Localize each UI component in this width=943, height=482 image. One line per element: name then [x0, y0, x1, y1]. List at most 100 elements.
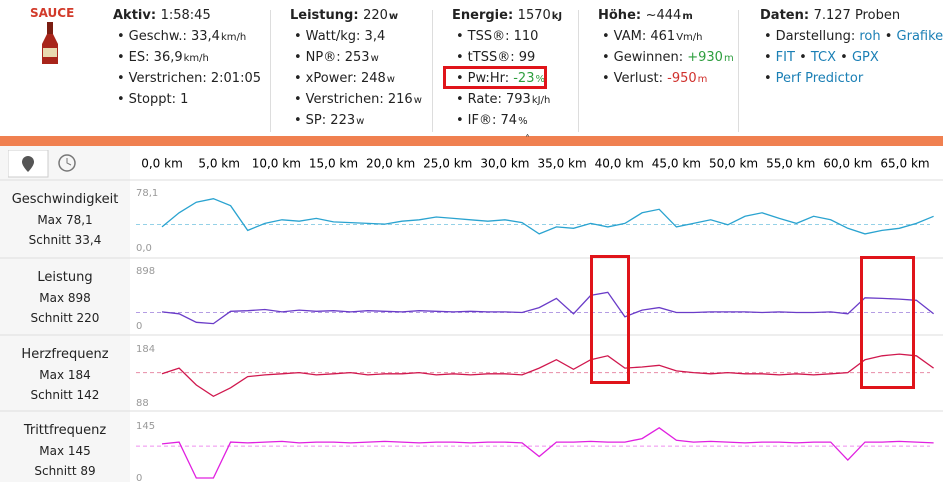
tabs — [8, 150, 76, 178]
stat-item: Geschw.: 33,4km/h — [113, 29, 261, 50]
row-name: Herzfrequenz — [21, 347, 109, 362]
item-label: xPower: — [305, 71, 357, 86]
stat-item: Verstrichen: 2:01:05 — [113, 71, 261, 92]
link[interactable]: roh — [859, 29, 881, 44]
x-tick-label: 40,0 km — [595, 157, 644, 171]
item-value: 110 — [513, 29, 539, 44]
item-value: 36,9 — [153, 50, 183, 65]
trace-line — [161, 353, 934, 398]
stat-title: Energie: 1570kJ — [452, 8, 562, 25]
y-tick-label: 88 — [136, 398, 149, 409]
stat-unit: m — [682, 11, 693, 22]
item-value: 253 — [344, 50, 370, 65]
item-unit: Vm/h — [676, 32, 703, 43]
stat-title: Leistung: 220w — [290, 8, 422, 25]
item-label: Gewinnen: — [613, 50, 684, 65]
stat-item: Rate: 793kJ/h — [452, 92, 562, 113]
item-value: 793 — [506, 92, 531, 107]
row-name: Geschwindigkeit — [11, 192, 119, 207]
y-tick-label: 0 — [136, 473, 142, 482]
item-unit: w — [356, 116, 365, 127]
x-tick-label: 60,0 km — [823, 157, 872, 171]
stat-item: TSS®: 110 — [452, 29, 562, 50]
item-unit: m — [723, 53, 734, 64]
link[interactable]: FIT — [775, 50, 795, 65]
row-label: Trittfrequenz Max 145 Schnitt 89 — [0, 421, 130, 481]
item-unit: kJ/h — [531, 95, 551, 106]
stat-title: Höhe: ~444m — [598, 8, 734, 25]
item-value: +930 — [687, 50, 723, 65]
item-value: 1 — [180, 92, 189, 107]
data-title: Daten: — [760, 8, 810, 23]
stat-column: Energie: 1570kJTSS®: 110tTSS®: 99Pw:Hr: … — [452, 8, 562, 134]
row-label: Leistung Max 898 Schnitt 220 — [0, 268, 130, 328]
x-tick-label: 55,0 km — [766, 157, 815, 171]
stat-value: ~444 — [645, 8, 682, 23]
item-value: 223 — [330, 113, 356, 128]
collapse-arrow[interactable]: ˄ — [525, 134, 530, 145]
data-column: Daten: 7.127 Proben Darstellung: roh • G… — [760, 8, 943, 92]
divider[interactable] — [0, 136, 943, 146]
item-value: 33,4 — [191, 29, 220, 44]
x-tick-label: 0,0 km — [141, 157, 183, 171]
stat-unit: w — [388, 11, 399, 22]
data-value: 7.127 Proben — [813, 8, 901, 23]
row-avg: Schnitt 142 — [30, 388, 100, 402]
item-value: 216 — [387, 92, 413, 107]
x-tick-label: 10,0 km — [252, 157, 301, 171]
item-label: Verstrichen: — [305, 92, 384, 107]
item-value: 461 — [650, 29, 676, 44]
stat-item: Verlust: -950m — [598, 71, 734, 92]
x-tick-label: 45,0 km — [652, 157, 701, 171]
link[interactable]: TCX — [810, 50, 837, 65]
x-tick-label: 5,0 km — [198, 157, 240, 171]
stat-item: tTSS®: 99 — [452, 50, 562, 71]
item-label: Stoppt: — [128, 92, 176, 107]
item-label: tTSS®: — [467, 50, 515, 65]
display-label: Darstellung: — [775, 29, 856, 44]
stat-item: ES: 36,9km/h — [113, 50, 261, 71]
item-value: -23 — [513, 71, 535, 86]
item-unit: km/h — [220, 32, 247, 43]
y-tick-label: 184 — [136, 344, 155, 355]
item-unit: % — [535, 74, 545, 85]
tab-time[interactable] — [58, 154, 76, 172]
stat-label: Leistung: — [290, 8, 359, 23]
item-label: ES: — [128, 50, 150, 65]
x-tick-label: 15,0 km — [309, 157, 358, 171]
row-avg: Schnitt 220 — [30, 311, 100, 325]
stat-label: Aktiv: — [113, 8, 157, 23]
stat-item: Watt/kg: 3,4 — [290, 29, 422, 50]
link[interactable]: GPX — [851, 50, 879, 65]
stat-title: Aktiv: 1:58:45 — [113, 8, 261, 25]
row-avg: Schnitt 33,4 — [28, 233, 102, 247]
y-tick-label: 78,1 — [136, 188, 158, 199]
y-tick-label: 0,0 — [136, 243, 152, 254]
item-label: Pw:Hr: — [467, 71, 510, 86]
item-label: Verlust: — [613, 71, 663, 86]
item-value: 3,4 — [364, 29, 386, 44]
item-unit: km/h — [183, 53, 209, 64]
x-tick-label: 20,0 km — [366, 157, 415, 171]
stat-column: Leistung: 220wWatt/kg: 3,4NP®: 253wxPowe… — [290, 8, 422, 134]
item-unit: w — [370, 53, 379, 64]
row-max: Max 145 — [39, 444, 91, 458]
x-tick-label: 30,0 km — [480, 157, 529, 171]
item-unit: % — [518, 116, 528, 127]
stat-value: 1570 — [517, 8, 551, 23]
row-name: Trittfrequenz — [23, 423, 107, 438]
item-unit: w — [413, 95, 422, 106]
stat-value: 220 — [363, 8, 388, 23]
x-tick-label: 50,0 km — [709, 157, 758, 171]
item-label: TSS®: — [467, 29, 510, 44]
stat-label: Energie: — [452, 8, 514, 23]
link[interactable]: Perf Predictor — [775, 71, 864, 86]
stat-item: SP: 223w — [290, 113, 422, 134]
highlight — [860, 256, 915, 389]
link[interactable]: Grafiken — [896, 29, 943, 44]
item-label: Verstrichen: — [128, 71, 207, 86]
stat-item: xPower: 248w — [290, 71, 422, 92]
